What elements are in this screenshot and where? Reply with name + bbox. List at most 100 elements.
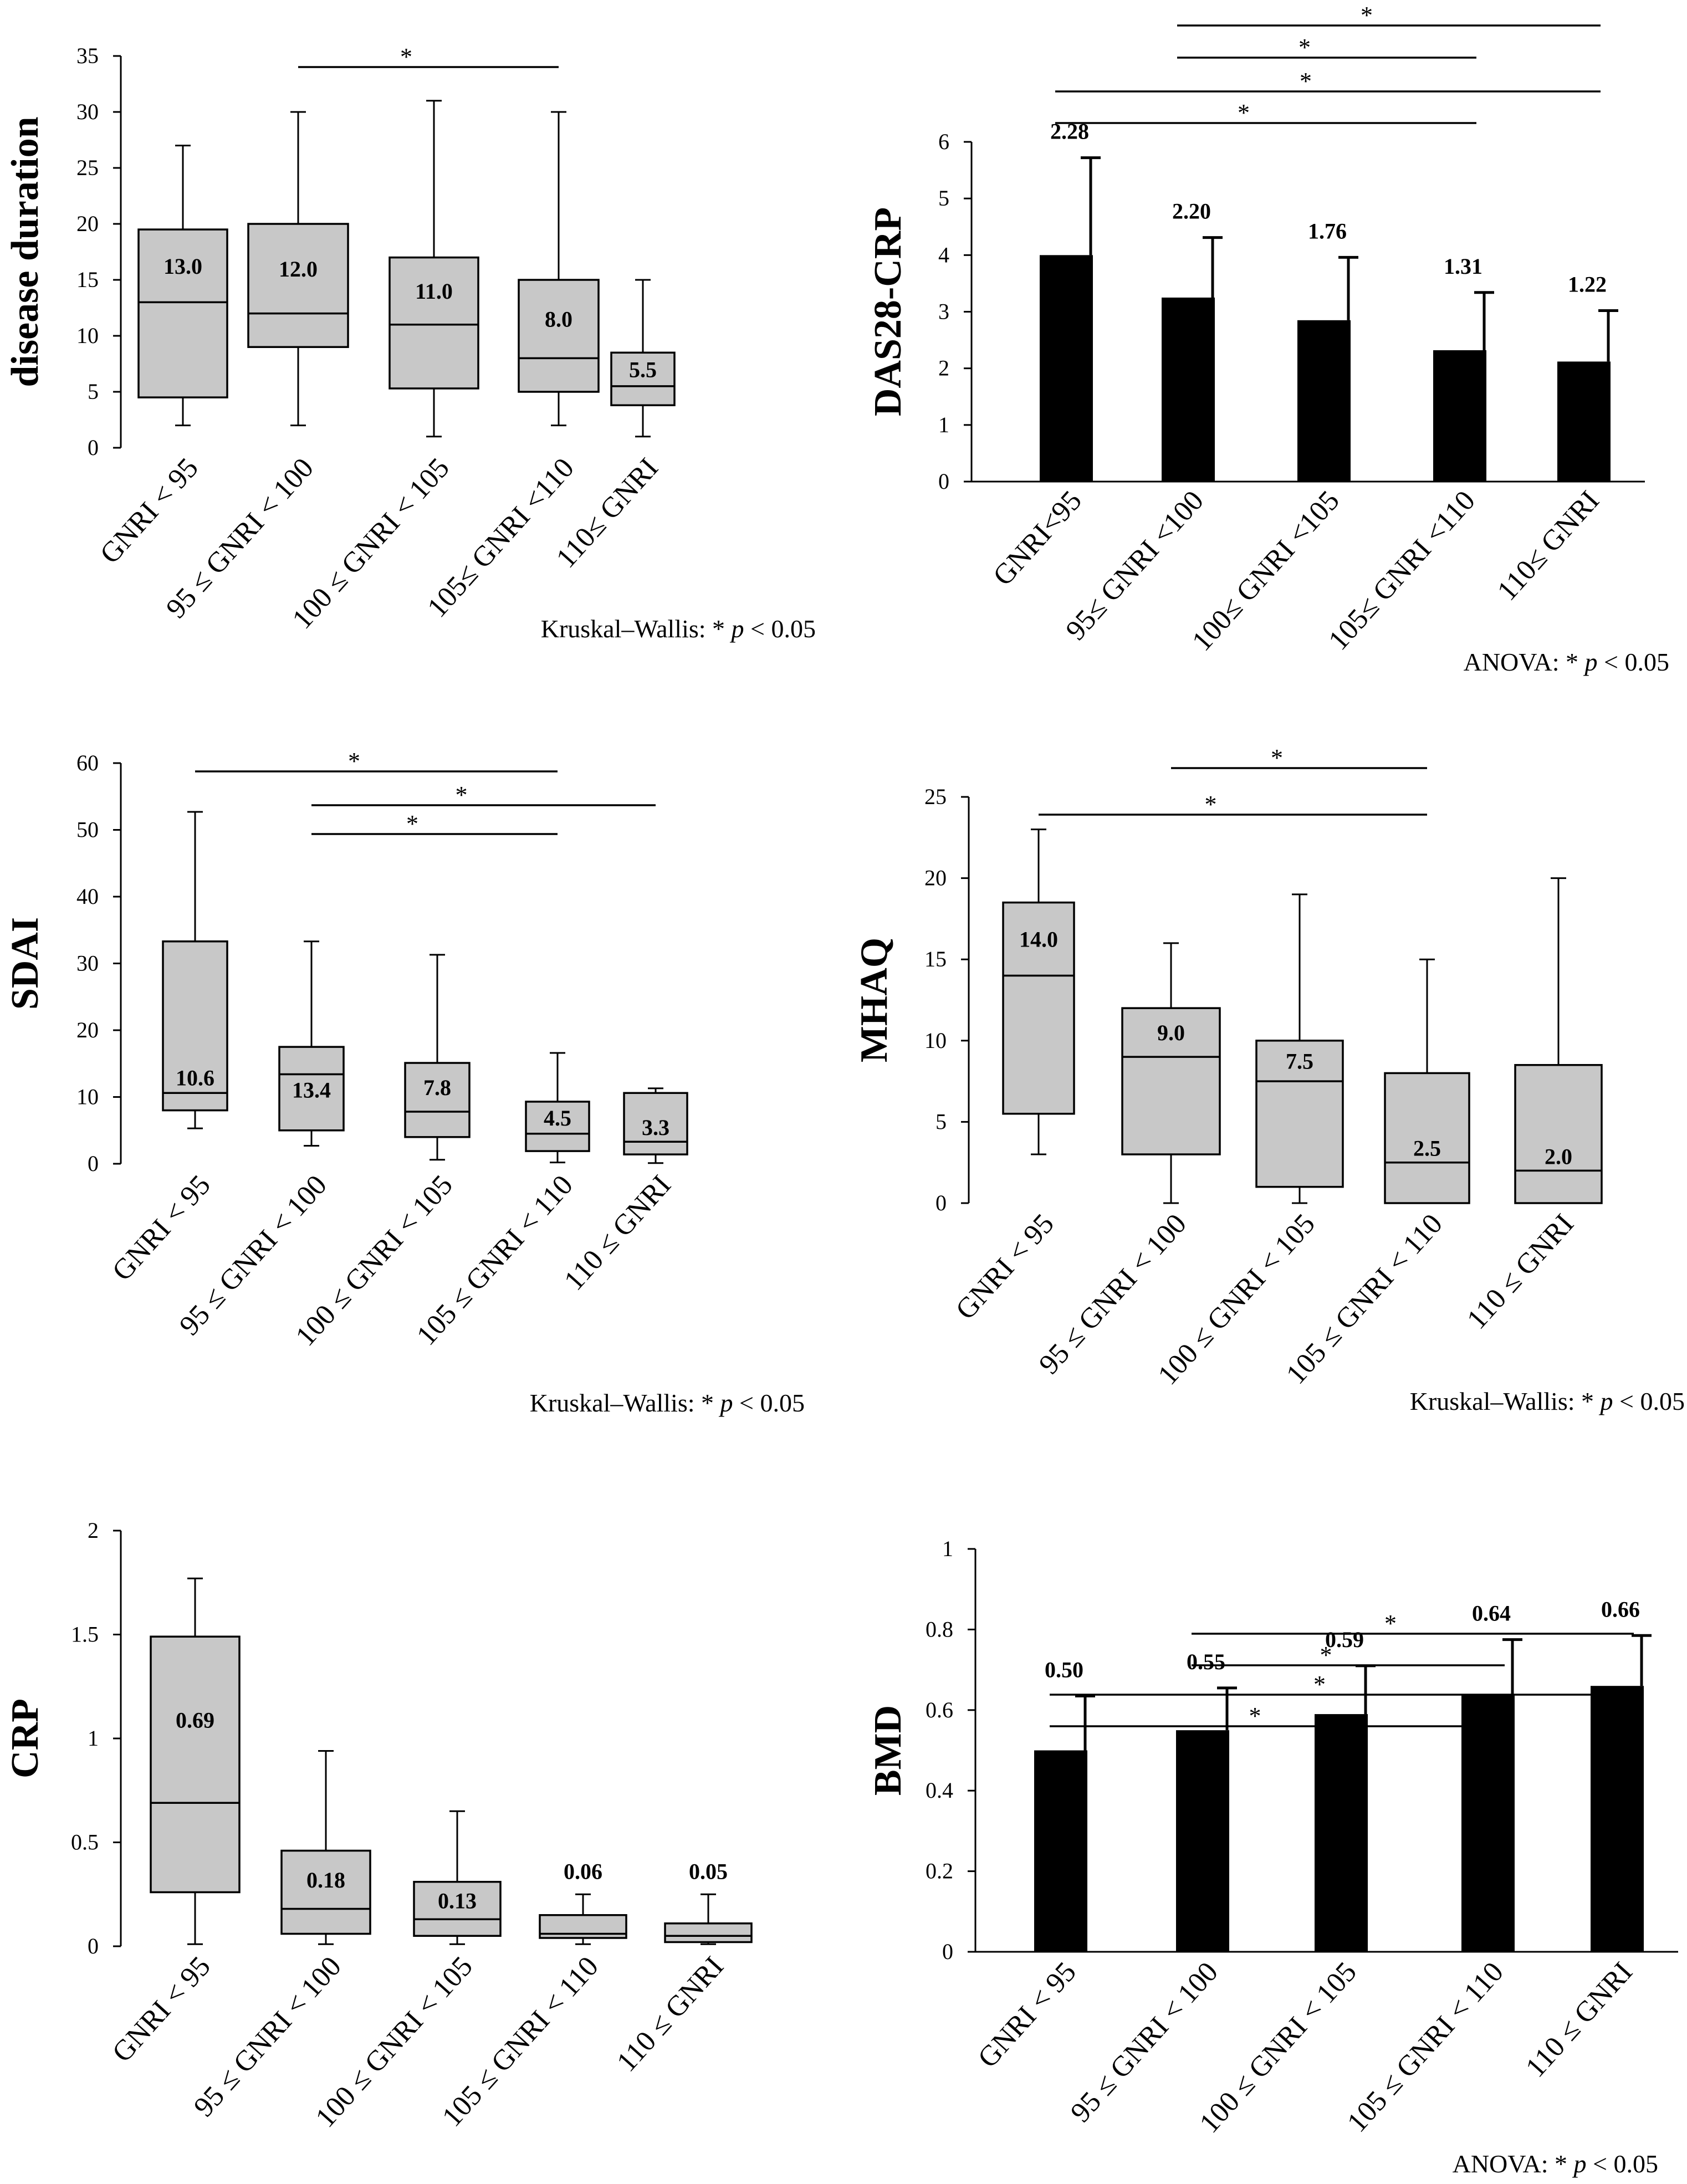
x-category-label: 95 ≤ GNRI < 100 — [1065, 1956, 1224, 2129]
y-tick-label: 15 — [76, 267, 99, 292]
median-value-label: 13.4 — [292, 1078, 331, 1103]
test-note-suffix: < 0.05 — [733, 1389, 805, 1417]
test-note-prefix: Kruskal–Wallis: * — [530, 1389, 720, 1417]
bar-value-label: 1.22 — [1568, 272, 1607, 296]
median-value-label: 5.5 — [629, 357, 657, 382]
y-tick-label: 0 — [935, 1190, 947, 1215]
y-tick-label: 10 — [924, 1028, 947, 1053]
bar-value-label: 2.20 — [1172, 199, 1211, 224]
significance-bracket: * — [1055, 68, 1601, 95]
box-plot-1: 9.0 — [1121, 942, 1221, 1204]
significance-bracket: * — [1177, 2, 1601, 29]
y-tick-label: 30 — [76, 99, 99, 124]
box-plot-3: 0.06 — [539, 1859, 627, 1945]
bar-value-label: 0.64 — [1472, 1601, 1511, 1626]
bar-group-3: 1.31 — [1433, 254, 1494, 482]
significance-bracket: * — [1192, 1641, 1505, 1669]
x-category-label: GNRI < 95 — [950, 1208, 1060, 1326]
y-tick-label: 0.4 — [926, 1778, 953, 1803]
y-tick-label: 0 — [942, 1939, 953, 1964]
significance-bracket: * — [1050, 1702, 1505, 1730]
x-category-label: GNRI < 95 — [94, 452, 205, 570]
y-tick-label: 25 — [76, 155, 99, 180]
significance-bracket: * — [1039, 791, 1427, 818]
bar — [1557, 361, 1611, 482]
bar-value-label: 0.66 — [1601, 1597, 1640, 1622]
significance-bracket: * — [1055, 99, 1476, 126]
box-plot-3: 4.5 — [525, 1052, 590, 1164]
y-axis-title: CRP — [4, 1699, 47, 1778]
median-value-label: 7.5 — [1286, 1048, 1313, 1073]
test-note-prefix: ANOVA: * — [1464, 648, 1585, 676]
y-tick-label: 0 — [88, 1934, 99, 1958]
box-plot-0: 13.0 — [137, 145, 228, 427]
bar — [1433, 350, 1486, 482]
bar-value-label: 0.55 — [1187, 1649, 1225, 1674]
test-note-p: p — [1583, 648, 1598, 676]
significance-star: * — [1300, 68, 1312, 95]
median-value-label: 7.8 — [423, 1075, 451, 1100]
iqr-box — [518, 279, 600, 393]
y-tick-label: 15 — [924, 947, 947, 971]
box-plot-4: 2.0 — [1514, 877, 1603, 1204]
y-tick-label: 1 — [88, 1726, 99, 1751]
y-tick-label: 25 — [924, 784, 947, 809]
iqr-box — [623, 1092, 688, 1155]
iqr-box — [525, 1101, 590, 1152]
significance-star: * — [1384, 1610, 1397, 1637]
y-tick-label: 3 — [938, 299, 949, 324]
y-tick-label: 20 — [76, 211, 99, 236]
iqr-box — [388, 256, 479, 390]
significance-bracket: * — [1177, 34, 1476, 61]
test-note-prefix: Kruskal–Wallis: * — [1410, 1387, 1601, 1415]
significance-star: * — [400, 43, 412, 70]
significance-star: * — [1271, 744, 1283, 771]
bar — [1176, 1730, 1229, 1952]
x-category-label: 110 ≤ GNRI — [1520, 1956, 1639, 2084]
bar-value-label: 0.50 — [1045, 1657, 1083, 1682]
iqr-box — [404, 1062, 471, 1138]
median-value-label: 0.06 — [564, 1859, 602, 1884]
median-value-label: 10.6 — [176, 1065, 214, 1090]
box-plot-4: 3.3 — [623, 1087, 688, 1164]
significance-star: * — [1238, 99, 1250, 126]
test-note-p: p — [1572, 2150, 1587, 2178]
bar — [1315, 1714, 1368, 1952]
y-axis-title: BMD — [867, 1705, 909, 1796]
box-plot-4: 0.05 — [664, 1859, 753, 1945]
y-tick-label: 0.6 — [926, 1697, 953, 1722]
bar — [1591, 1686, 1644, 1952]
iqr-box — [413, 1881, 502, 1937]
iqr-box — [150, 1635, 241, 1894]
box-plot-2: 11.0 — [388, 100, 479, 438]
significance-bracket: * — [195, 748, 558, 775]
median-value-label: 2.0 — [1545, 1144, 1572, 1169]
significance-bracket: * — [298, 43, 559, 70]
y-tick-label: 0.8 — [926, 1617, 953, 1641]
x-category-label: GNRI < 95 — [106, 1169, 217, 1287]
median-value-label: 14.0 — [1019, 927, 1058, 952]
y-tick-label: 30 — [76, 951, 99, 976]
box-plot-3: 2.5 — [1384, 958, 1470, 1204]
bar — [1034, 1750, 1087, 1952]
bar-value-label: 1.31 — [1444, 254, 1482, 279]
x-category-label: GNRI < 95 — [106, 1951, 217, 2068]
y-axis-title: SDAI — [4, 917, 47, 1010]
bar-group-2: 0.59 — [1315, 1627, 1376, 1952]
y-tick-label: 5 — [935, 1109, 947, 1134]
box-plot-4: 5.5 — [610, 279, 676, 438]
iqr-box — [280, 1849, 371, 1935]
y-tick-label: 1 — [942, 1536, 953, 1561]
iqr-box — [1255, 1040, 1344, 1188]
x-category-label: 100≤ GNRI <105 — [1186, 485, 1346, 657]
bar-group-4: 0.66 — [1591, 1597, 1652, 1952]
significance-star: * — [456, 781, 468, 809]
x-category-label: 110≤ GNRI — [1491, 485, 1606, 607]
test-note-p: p — [1599, 1387, 1613, 1415]
y-tick-label: 60 — [76, 750, 99, 775]
test-note-suffix: < 0.05 — [744, 615, 816, 643]
median-value-label: 0.69 — [176, 1707, 214, 1732]
